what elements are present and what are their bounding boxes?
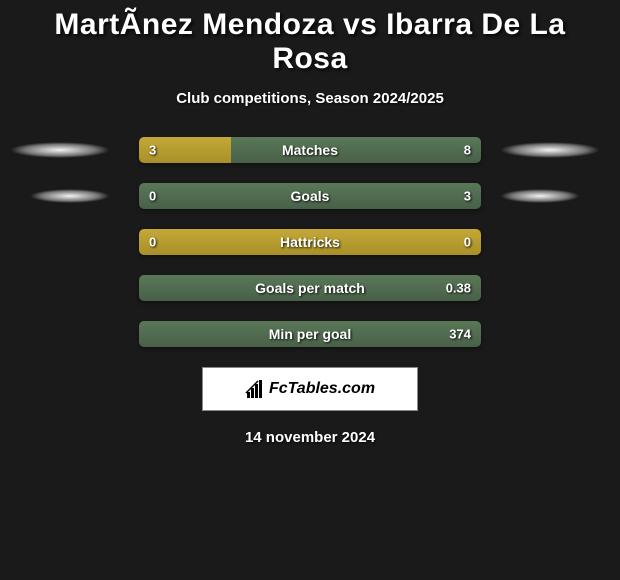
stat-row-matches: 3 Matches 8 [0, 137, 620, 163]
logo-text: FcTables.com [269, 380, 375, 398]
bar-container: 3 Matches 8 [139, 137, 481, 163]
comparison-title: MartÃ­nez Mendoza vs Ibarra De La Rosa [0, 8, 620, 76]
comparison-subtitle: Club competitions, Season 2024/2025 [0, 90, 620, 107]
bar-container: 0 Goals 3 [139, 183, 481, 209]
stat-label: Min per goal [269, 326, 351, 342]
stat-label: Goals per match [255, 280, 365, 296]
value-right: 374 [449, 327, 471, 342]
value-right: 0.38 [446, 281, 471, 296]
stat-row-min-per-goal: Min per goal 374 [0, 321, 620, 347]
chart-icon [245, 380, 265, 398]
bar-container: Goals per match 0.38 [139, 275, 481, 301]
stat-row-goals-per-match: Goals per match 0.38 [0, 275, 620, 301]
value-right: 3 [464, 189, 471, 204]
value-right: 8 [464, 143, 471, 158]
date-label: 14 november 2024 [0, 429, 620, 446]
player-shadow-left [30, 189, 110, 203]
logo-box[interactable]: FcTables.com [202, 367, 418, 411]
logo-content: FcTables.com [245, 380, 375, 398]
value-left: 3 [149, 143, 156, 158]
stat-label: Goals [291, 188, 330, 204]
value-left: 0 [149, 189, 156, 204]
stat-row-hattricks: 0 Hattricks 0 [0, 229, 620, 255]
player-shadow-left [10, 142, 110, 158]
player-shadow-right [500, 142, 600, 158]
value-right: 0 [464, 235, 471, 250]
stat-label: Hattricks [280, 234, 340, 250]
value-left: 0 [149, 235, 156, 250]
stats-area: 3 Matches 8 0 Goals 3 0 Hattricks 0 [0, 137, 620, 347]
bar-container: Min per goal 374 [139, 321, 481, 347]
stat-label: Matches [282, 142, 338, 158]
player-shadow-right [500, 189, 580, 203]
bar-right [231, 137, 481, 163]
bar-container: 0 Hattricks 0 [139, 229, 481, 255]
stat-row-goals: 0 Goals 3 [0, 183, 620, 209]
